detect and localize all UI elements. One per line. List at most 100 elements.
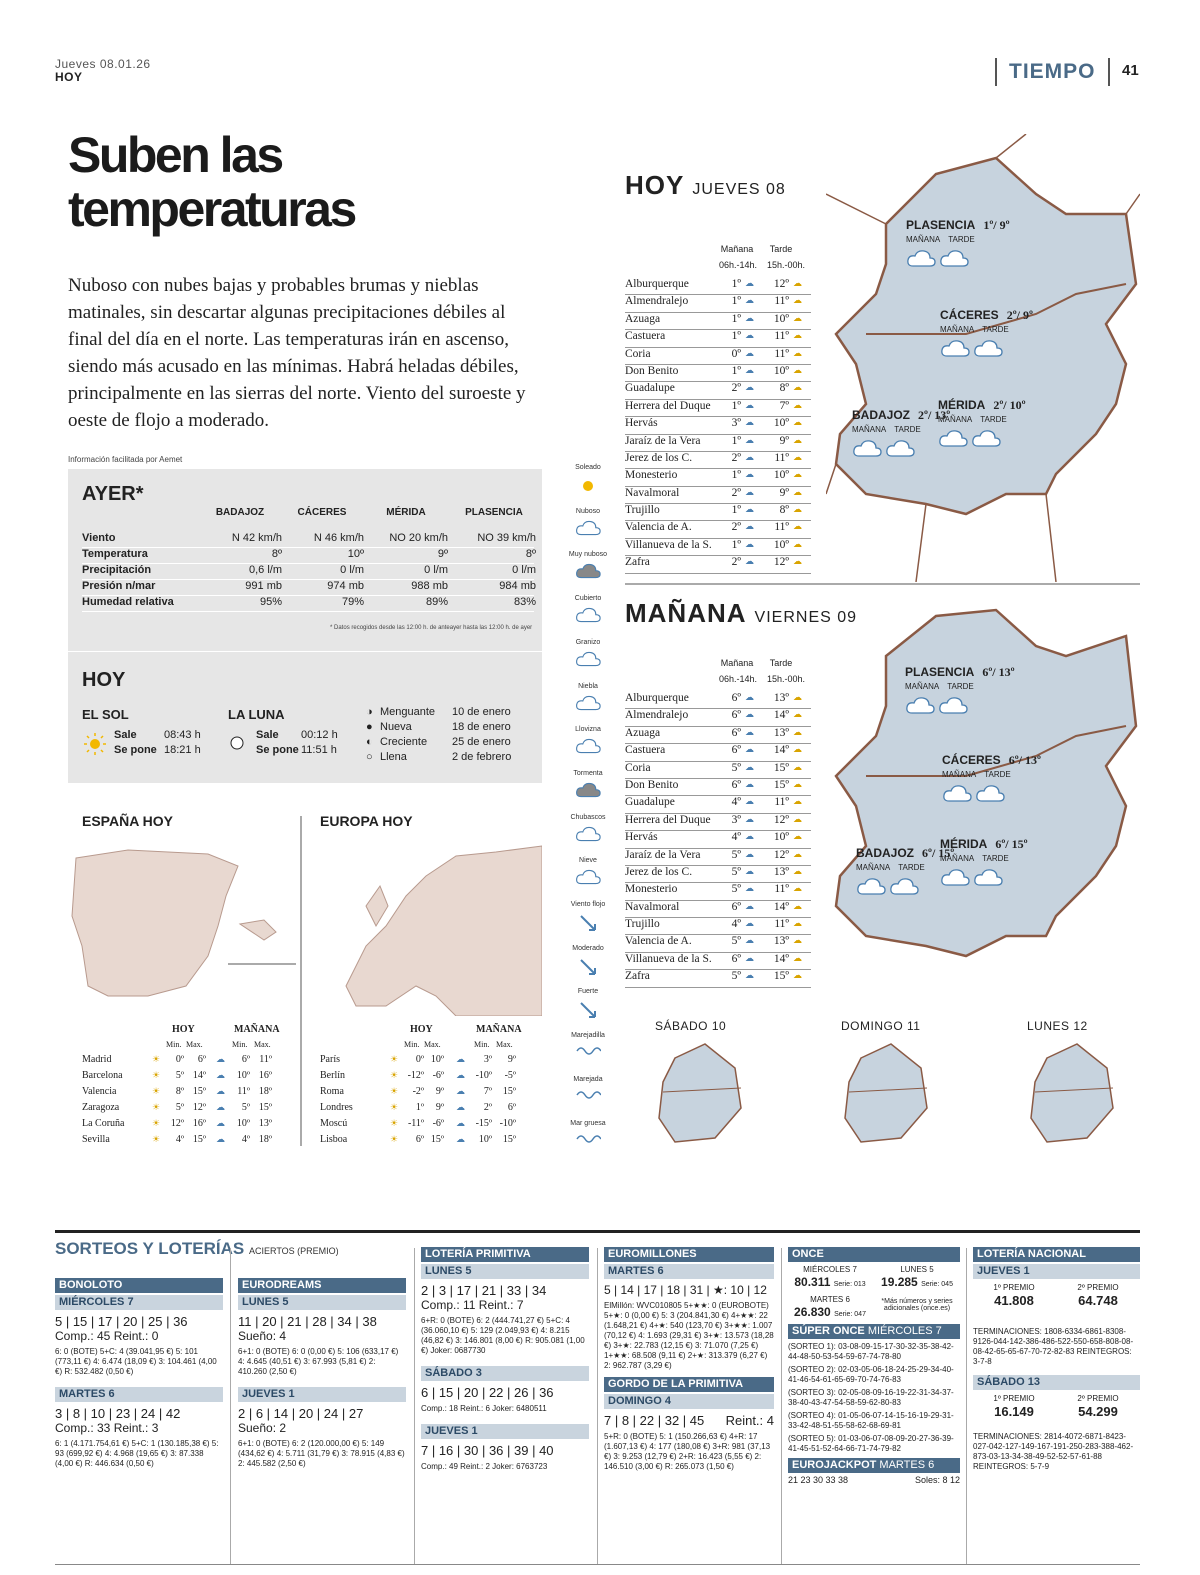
city-row: La Coruña ☀ 12º 16º ☁ 10º 13º bbox=[82, 1118, 282, 1134]
afternoon-temp: 10º bbox=[773, 364, 789, 377]
afternoon-temp: 10º bbox=[773, 469, 789, 482]
row-value: 9º bbox=[437, 548, 448, 560]
min-value: -12º bbox=[407, 1070, 424, 1081]
legend-icon bbox=[562, 562, 614, 580]
weather-icon: ☁ bbox=[793, 364, 802, 375]
day-mini-map bbox=[1027, 1038, 1117, 1155]
town-name: Almendralejo bbox=[625, 295, 689, 308]
afternoon-temp: 14º bbox=[773, 900, 789, 913]
town-name: Azuaga bbox=[625, 312, 661, 325]
euromillones-nums1: 5 | 14 | 17 | 18 | 31 | ★: 10 | 12 bbox=[604, 1283, 767, 1297]
day-label: DOMINGO 11 bbox=[841, 1019, 921, 1033]
period-labels: MAÑANA TARDE bbox=[940, 854, 1028, 863]
town-row: Monesterio 5º ☁ 11º ☁ bbox=[625, 883, 811, 901]
extremadura-map-hoy bbox=[826, 134, 1140, 582]
map-city: BADAJOZ 6º/ 15º MAÑANA TARDE bbox=[856, 846, 954, 900]
weather-icon: ☁ bbox=[745, 900, 754, 911]
row-value: 0 l/m bbox=[340, 564, 364, 576]
town-name: Hervás bbox=[625, 831, 658, 844]
cloud-icon bbox=[856, 876, 954, 900]
nacional: LOTERÍA NACIONAL JUEVES 1 1º PREMIO 41.8… bbox=[973, 1247, 1140, 1472]
col-manana: Mañana bbox=[720, 244, 754, 254]
max-value: -5º bbox=[504, 1070, 516, 1081]
town-name: Guadalupe bbox=[625, 796, 675, 809]
legend-icon bbox=[562, 912, 614, 934]
eurodreams-date1: LUNES 5 bbox=[238, 1295, 406, 1310]
morning-temp: 3º bbox=[731, 417, 741, 430]
max-value: -6º bbox=[432, 1070, 444, 1081]
th-manana: MAÑANA bbox=[476, 1024, 522, 1035]
town-name: Don Benito bbox=[625, 364, 679, 377]
row-label: Temperatura bbox=[82, 548, 148, 560]
row-value: 10º bbox=[347, 548, 364, 560]
morning-temp: 5º bbox=[731, 935, 741, 948]
cloud-icon bbox=[942, 783, 1041, 807]
legend-item: Marejada bbox=[562, 1076, 614, 1101]
town-row: Trujillo 4º ☁ 11º ☁ bbox=[625, 918, 811, 936]
col-hours: 15h.-00h. bbox=[766, 674, 806, 684]
weather-icon: ☀ bbox=[152, 1134, 161, 1144]
weather-icon: ☁ bbox=[745, 312, 754, 323]
once-n1: 80.311 bbox=[794, 1275, 831, 1289]
weather-icon: ☁ bbox=[745, 918, 754, 929]
town-row: Don Benito 1º ☁ 10º ☁ bbox=[625, 364, 811, 383]
day-label: SÁBADO 10 bbox=[655, 1019, 727, 1033]
town-name: Zafra bbox=[625, 556, 650, 569]
eurodreams-title: EURODREAMS bbox=[238, 1278, 406, 1293]
weather-icon: ☁ bbox=[793, 399, 802, 410]
superonce-sorteo: (SORTEO 5): 01-03-06-07-08-09-20-27-36-3… bbox=[788, 1434, 954, 1453]
moon-phase-icon: ◑ bbox=[366, 706, 373, 718]
headline: Suben las temperaturas bbox=[68, 127, 357, 237]
cloud-icon bbox=[940, 338, 1033, 362]
moon-phase-icon: ◐ bbox=[366, 736, 373, 748]
date-text: Jueves 08.01.26 bbox=[55, 57, 151, 71]
th-hoy: HOY bbox=[410, 1024, 433, 1035]
nacional-date2: SÁBADO 13 bbox=[973, 1375, 1140, 1390]
weather-icon: ☁ bbox=[216, 1134, 225, 1144]
nacional-term2: TERMINACIONES: 2814-4072-6871-8423-027-0… bbox=[973, 1432, 1134, 1471]
city-name: Sevilla bbox=[82, 1134, 110, 1145]
primitiva-prizes1: 6+R: 0 (BOTE) 6: 2 (444.741,27 €) 5+C: 4… bbox=[421, 1316, 585, 1355]
max-value: 10º bbox=[430, 1054, 444, 1065]
manana-ext-title: MAÑANA VIERNES 09 bbox=[625, 598, 857, 629]
th-min: Min. bbox=[232, 1040, 248, 1049]
th-max: Max. bbox=[424, 1040, 441, 1049]
map-city: MÉRIDA 6º/ 15º MAÑANA TARDE bbox=[940, 837, 1028, 891]
weather-icon: ☁ bbox=[793, 813, 802, 824]
afternoon-label: TARDE bbox=[898, 863, 925, 872]
eurodreams-nums1: 11 | 20 | 21 | 28 | 34 | 38 bbox=[238, 1314, 377, 1329]
weather-icon: ☁ bbox=[745, 330, 754, 341]
town-row: Jaraíz de la Vera 5º ☁ 12º ☁ bbox=[625, 849, 811, 866]
map-city: CÁCERES 2º/ 9º MAÑANA TARDE bbox=[940, 308, 1033, 362]
legend-item: Viento flojo bbox=[562, 901, 614, 934]
once-results: MIÉRCOLES 7 80.311 Serie: 013 LUNES 5 19… bbox=[788, 1262, 960, 1324]
cloud-icon bbox=[852, 438, 950, 462]
city-name: PLASENCIA bbox=[905, 665, 975, 679]
afternoon-temp: 11º bbox=[774, 883, 789, 896]
city-row: Berlín ☀ -12º -6º ☁ -10º -5º bbox=[320, 1070, 530, 1086]
luna-title: LA LUNA bbox=[228, 707, 285, 722]
extremadura-map-manana bbox=[834, 608, 1138, 958]
premio2-label: 2º PREMIO bbox=[1077, 1283, 1119, 1292]
legend-item: Soleado bbox=[562, 464, 614, 497]
max-value: -10º bbox=[499, 1118, 516, 1129]
weather-icon: ☁ bbox=[793, 692, 802, 702]
town-row: Valencia de A. 5º ☁ 13º ☁ bbox=[625, 935, 811, 953]
spain-map bbox=[68, 836, 296, 1016]
town-row: Jerez de los C. 5º ☁ 13º ☁ bbox=[625, 866, 811, 884]
legend-label: Marejadilla bbox=[571, 1032, 605, 1040]
afternoon-temp: 15º bbox=[773, 970, 789, 983]
row-value: N 46 km/h bbox=[313, 532, 364, 544]
gordo-date: DOMINGO 4 bbox=[604, 1394, 774, 1409]
max-value: 15º bbox=[502, 1134, 516, 1145]
weather-icon: ☁ bbox=[456, 1102, 465, 1112]
phase-name: Llena bbox=[380, 751, 407, 763]
weather-icon: ☁ bbox=[745, 417, 754, 428]
min-value: 0º bbox=[175, 1054, 184, 1065]
weather-icon: ☁ bbox=[745, 744, 754, 755]
city-row: Madrid ☀ 0º 6º ☁ 6º 11º bbox=[82, 1054, 282, 1070]
weather-icon: ☁ bbox=[745, 521, 754, 532]
col-manana: Mañana bbox=[720, 658, 754, 668]
morning-temp: 1º bbox=[731, 504, 741, 517]
afternoon-temp: 11º bbox=[774, 330, 789, 343]
